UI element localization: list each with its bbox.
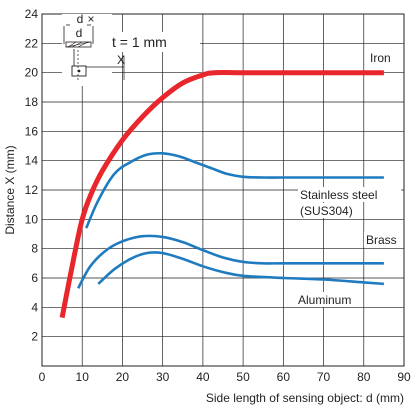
series-line-stainless-steel [85,151,384,229]
y-tick-label: 18 [25,95,39,109]
series-labels: Iron Stainless steel (SUS304) Brass Aluminum [296,50,401,307]
series-line-aluminum [97,251,385,286]
label-bg [368,50,399,65]
x-tick-label: 90 [397,370,411,384]
inset-diagram: d × d X [62,12,125,86]
label-bg [298,203,357,218]
y-tick-label: 24 [25,7,39,21]
y-tick-label: 2 [31,330,38,344]
inset-x-label: X [117,53,125,67]
y-tick-label: 20 [25,66,39,80]
series-label-aluminum: Aluminum [298,293,351,307]
x-tick-label: 10 [76,370,90,384]
series-label-sublabel: (SUS304) [300,204,353,218]
label-bg [296,292,353,307]
y-tick-label: 14 [25,154,39,168]
label-bg [298,187,401,202]
thickness-note: t = 1 mm [112,34,167,50]
y-tick-label: 4 [31,300,38,314]
x-tick-label: 60 [277,370,291,384]
series-line-iron [59,70,384,319]
x-tick-label: 30 [156,370,170,384]
series-label-iron: Iron [370,51,391,65]
y-tick-label: 22 [25,36,39,50]
x-tick-label: 70 [317,370,331,384]
series-line-brass [77,234,384,289]
x-tick-label: 80 [357,370,371,384]
x-tick-labels: 0 10 20 30 40 50 60 70 80 90 [39,370,411,384]
inset-d-bottom: d [76,26,83,40]
label-bg [364,232,401,247]
y-tick-label: 6 [31,271,38,285]
y-tick-label: 16 [25,124,39,138]
y-tick-label: 12 [25,183,39,197]
series-lines [59,70,385,319]
x-tick-label: 40 [196,370,210,384]
x-tick-label: 0 [39,370,46,384]
series-label-brass: Brass [366,233,397,247]
inset-d-top: d [77,12,84,26]
x-tick-label: 50 [236,370,250,384]
x-axis-label: Side length of sensing object: d (mm) [206,391,404,405]
y-axis-label: Distance X (mm) [3,145,17,234]
y-tick-label: 10 [25,212,39,226]
series-label-stainless-steel: Stainless steel [300,188,377,202]
y-tick-label: 8 [31,242,38,256]
x-tick-label: 20 [116,370,130,384]
inset-times: × [87,12,94,26]
plot-frame [41,13,405,367]
